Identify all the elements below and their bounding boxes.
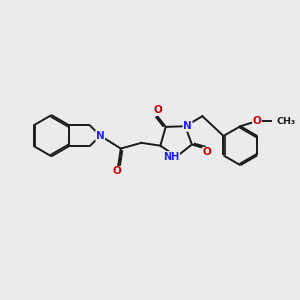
Text: O: O <box>253 116 261 126</box>
Text: O: O <box>203 147 212 157</box>
Text: O: O <box>112 167 121 176</box>
Text: N: N <box>96 131 105 141</box>
Text: CH₃: CH₃ <box>276 117 296 126</box>
Text: NH: NH <box>163 152 179 162</box>
Text: N: N <box>183 121 192 131</box>
Text: O: O <box>153 106 162 116</box>
